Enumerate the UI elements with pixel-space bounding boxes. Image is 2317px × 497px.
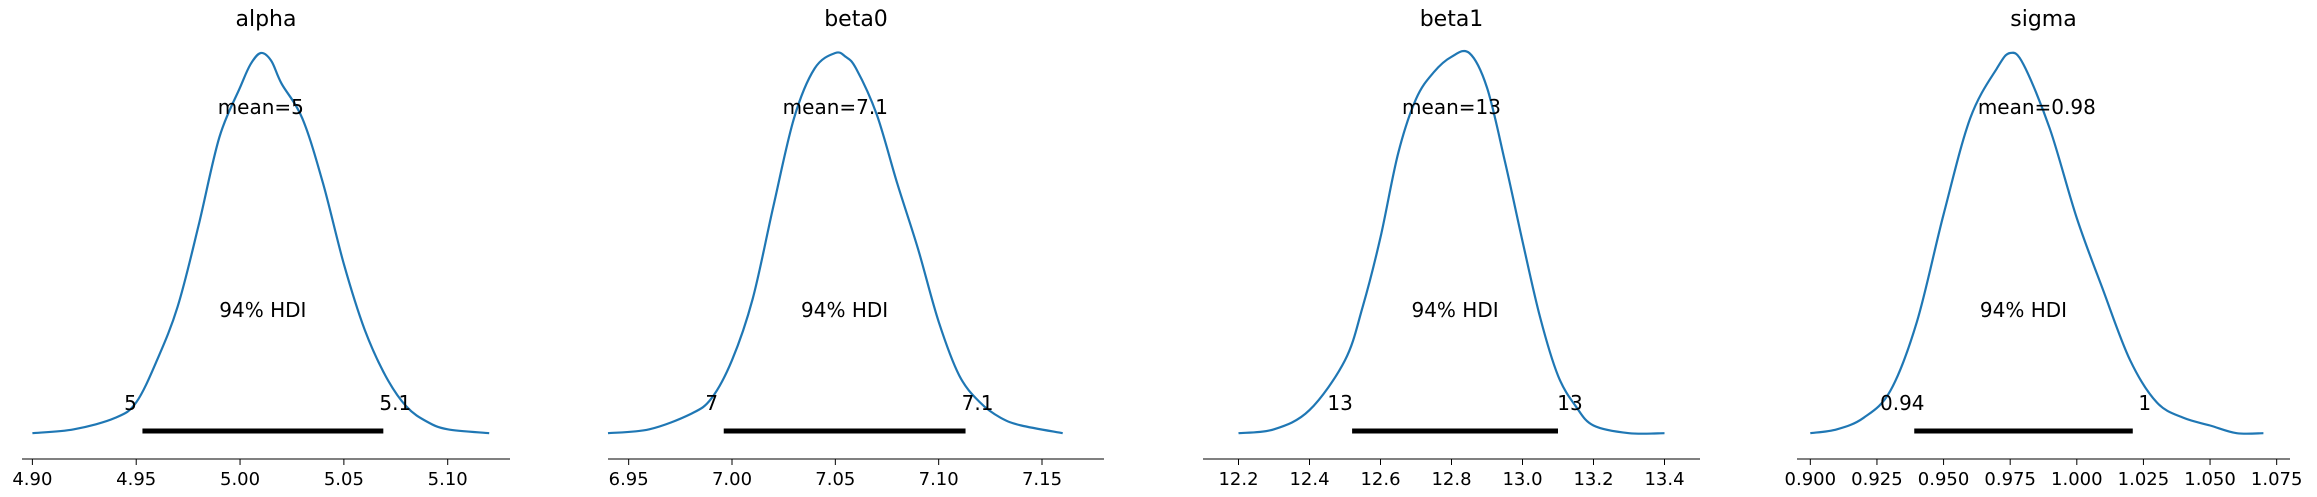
hdi-low-label: 0.94	[1880, 391, 1925, 415]
density-curve	[1238, 49, 1665, 435]
x-tick-label: 4.90	[12, 469, 52, 490]
posterior-panel-beta1: beta1 mean=13 94% HDI 13 13 12.2 12.4 12.6 12.8 1…	[1203, 7, 1700, 490]
mean-label: mean=0.98	[1978, 95, 2096, 119]
x-tick-label: 1.000	[2051, 469, 2103, 490]
x-tick-label: 5.10	[428, 469, 468, 490]
x-tick-label: 0.900	[1785, 469, 1837, 490]
x-tick-label: 12.2	[1218, 469, 1258, 490]
posterior-panel-sigma: sigma mean=0.98 94% HDI 0.94 1 0.900 0.925 0.95…	[1785, 7, 2303, 490]
x-tick-label: 13.2	[1573, 469, 1613, 490]
x-tick-label: 5.00	[220, 469, 260, 490]
x-tick-label: 12.8	[1431, 469, 1471, 490]
hdi-label: 94% HDI	[801, 298, 888, 322]
density-curve	[607, 51, 1063, 435]
x-tick-label: 5.05	[324, 469, 364, 490]
mean-label: mean=13	[1402, 95, 1501, 119]
x-tick-label: 13.4	[1644, 469, 1684, 490]
panel-title: beta0	[824, 7, 888, 32]
x-tick-label: 6.95	[609, 469, 649, 490]
x-tick-label: 1.025	[2118, 469, 2170, 490]
x-tick-label: 12.4	[1289, 469, 1329, 490]
x-tick-label: 13.0	[1502, 469, 1542, 490]
hdi-high-label: 7.1	[962, 391, 994, 415]
hdi-high-label: 1	[2138, 391, 2151, 415]
posterior-panel-alpha: alpha mean=5 94% HDI 5 5.1 4.90 4.95 5.00 5.05 5.…	[12, 7, 510, 490]
mean-label: mean=7.1	[783, 95, 888, 119]
x-tick-label: 4.95	[116, 469, 156, 490]
mean-label: mean=5	[218, 95, 304, 119]
x-tick-label: 1.075	[2251, 469, 2303, 490]
hdi-low-label: 13	[1327, 391, 1352, 415]
density-curve	[1810, 51, 2264, 435]
panel-title: sigma	[2010, 7, 2076, 32]
x-tick-label: 1.050	[2184, 469, 2236, 490]
x-tick-label: 7.15	[1022, 469, 1062, 490]
hdi-label: 94% HDI	[1980, 298, 2067, 322]
panel-title: alpha	[236, 7, 297, 32]
x-tick-label: 0.950	[1918, 469, 1970, 490]
panel-title: beta1	[1420, 7, 1484, 32]
hdi-high-label: 5.1	[379, 391, 411, 415]
hdi-low-label: 5	[124, 391, 137, 415]
hdi-label: 94% HDI	[219, 298, 306, 322]
x-tick-label: 7.10	[919, 469, 959, 490]
posterior-panel-beta0: beta0 mean=7.1 94% HDI 7 7.1 6.95 7.00 7.05 7.10…	[607, 7, 1104, 490]
density-curve	[32, 51, 490, 435]
hdi-label: 94% HDI	[1411, 298, 1498, 322]
x-tick-label: 7.05	[815, 469, 855, 490]
x-tick-label: 0.925	[1851, 469, 1903, 490]
hdi-low-label: 7	[705, 391, 718, 415]
x-tick-label: 7.00	[712, 469, 752, 490]
hdi-high-label: 13	[1557, 391, 1582, 415]
x-tick-label: 12.6	[1360, 469, 1400, 490]
x-tick-label: 0.975	[1984, 469, 2036, 490]
